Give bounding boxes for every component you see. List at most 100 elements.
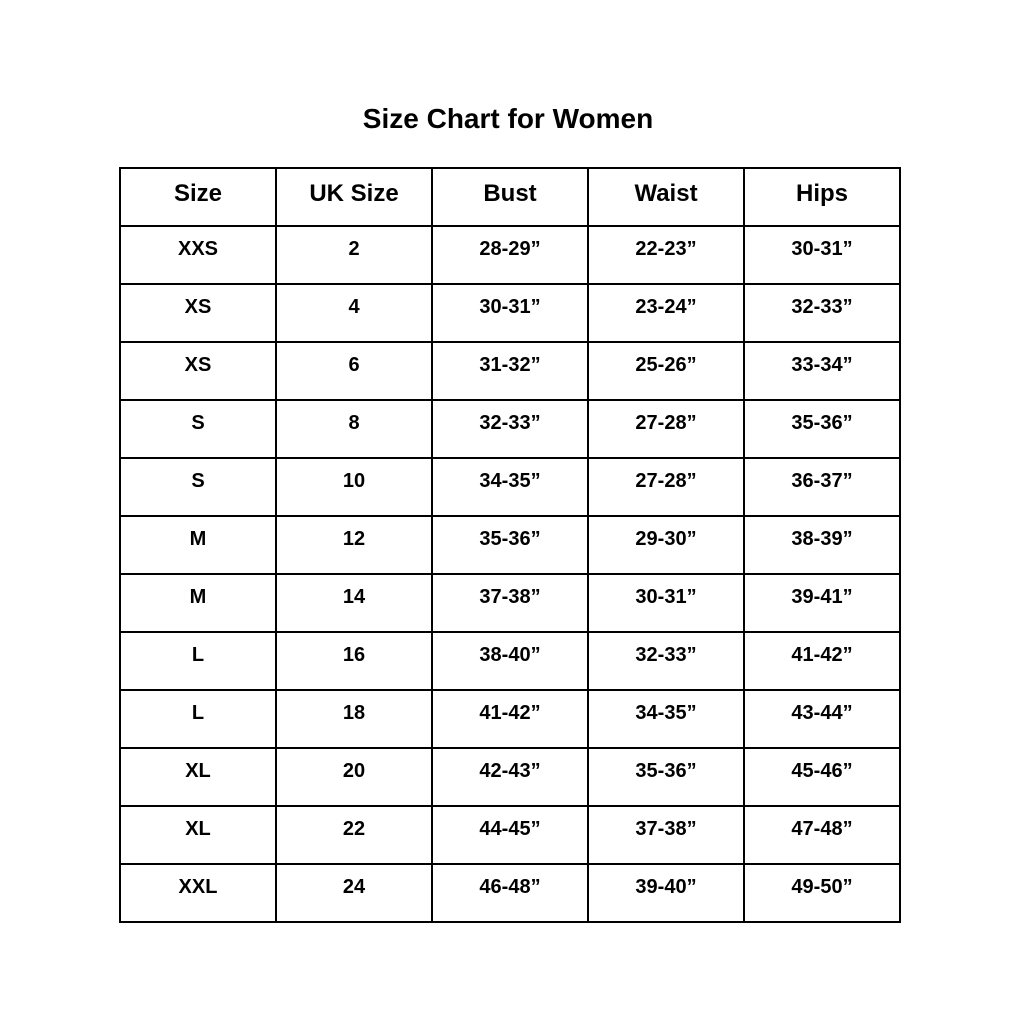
cell-value: 46-48” [479, 875, 541, 898]
cell-value: L [191, 701, 205, 724]
cell-hips: 43-44” [743, 689, 901, 749]
cell-value: 38-40” [479, 643, 541, 666]
cell-value: XS [184, 295, 212, 318]
cell-uk-size: 14 [275, 573, 433, 633]
cell-size: XXL [119, 863, 277, 923]
cell-value: 30-31” [635, 585, 697, 608]
cell-value: M [189, 585, 207, 608]
cell-uk-size: 2 [275, 225, 433, 285]
cell-value: 37-38” [479, 585, 541, 608]
cell-hips: 45-46” [743, 747, 901, 807]
cell-value: 34-35” [635, 701, 697, 724]
cell-hips: 33-34” [743, 341, 901, 401]
table-row: XXS 2 28-29” 22-23” 30-31” [119, 225, 901, 285]
cell-value: 39-41” [791, 585, 853, 608]
cell-value: 35-36” [479, 527, 541, 550]
cell-waist: 32-33” [587, 631, 745, 691]
cell-value: 33-34” [791, 353, 853, 376]
column-header-label: Waist [634, 180, 698, 207]
table-row: S 10 34-35” 27-28” 36-37” [119, 457, 901, 517]
cell-size: XL [119, 747, 277, 807]
cell-value: 49-50” [791, 875, 853, 898]
column-header-hips: Hips [743, 167, 901, 227]
cell-size: L [119, 631, 277, 691]
cell-value: 4 [348, 295, 360, 318]
cell-value: 39-40” [635, 875, 697, 898]
cell-hips: 39-41” [743, 573, 901, 633]
cell-value: 41-42” [479, 701, 541, 724]
cell-uk-size: 10 [275, 457, 433, 517]
size-chart-table: Size UK Size Bust Waist Hips XXS 2 28-29” 22-23… [119, 167, 901, 923]
cell-bust: 44-45” [431, 805, 589, 865]
table-header-row: Size UK Size Bust Waist Hips [119, 167, 901, 227]
table-row: XS 6 31-32” 25-26” 33-34” [119, 341, 901, 401]
cell-value: 47-48” [791, 817, 853, 840]
cell-value: 35-36” [635, 759, 697, 782]
cell-value: 44-45” [479, 817, 541, 840]
cell-value: 37-38” [635, 817, 697, 840]
cell-waist: 23-24” [587, 283, 745, 343]
cell-size: M [119, 515, 277, 575]
cell-bust: 46-48” [431, 863, 589, 923]
cell-hips: 32-33” [743, 283, 901, 343]
column-header-label: Bust [483, 180, 537, 207]
cell-value: XXS [177, 237, 219, 260]
cell-bust: 38-40” [431, 631, 589, 691]
cell-value: 27-28” [635, 469, 697, 492]
table-row: L 18 41-42” 34-35” 43-44” [119, 689, 901, 749]
cell-hips: 30-31” [743, 225, 901, 285]
cell-value: L [191, 643, 205, 666]
table-row: XS 4 30-31” 23-24” 32-33” [119, 283, 901, 343]
cell-value: 22-23” [635, 237, 697, 260]
cell-bust: 28-29” [431, 225, 589, 285]
column-header-label: Hips [795, 180, 848, 207]
cell-bust: 37-38” [431, 573, 589, 633]
cell-bust: 32-33” [431, 399, 589, 459]
cell-uk-size: 6 [275, 341, 433, 401]
cell-bust: 35-36” [431, 515, 589, 575]
cell-bust: 34-35” [431, 457, 589, 517]
column-header-waist: Waist [587, 167, 745, 227]
cell-bust: 31-32” [431, 341, 589, 401]
cell-value: 35-36” [791, 411, 853, 434]
column-header-size: Size [119, 167, 277, 227]
cell-value: 20 [342, 759, 366, 782]
cell-uk-size: 24 [275, 863, 433, 923]
cell-value: S [191, 411, 205, 434]
cell-size: L [119, 689, 277, 749]
cell-value: 23-24” [635, 295, 697, 318]
cell-value: M [189, 527, 207, 550]
cell-value: 2 [348, 237, 360, 260]
cell-size: XS [119, 341, 277, 401]
cell-value: 18 [342, 701, 366, 724]
cell-size: XXS [119, 225, 277, 285]
cell-waist: 29-30” [587, 515, 745, 575]
cell-value: XL [185, 817, 211, 840]
table-row: M 12 35-36” 29-30” 38-39” [119, 515, 901, 575]
table-row: XXL 24 46-48” 39-40” 49-50” [119, 863, 901, 923]
cell-hips: 41-42” [743, 631, 901, 691]
cell-size: XS [119, 283, 277, 343]
cell-value: 6 [348, 353, 360, 376]
cell-waist: 37-38” [587, 805, 745, 865]
cell-value: S [191, 469, 205, 492]
cell-value: 27-28” [635, 411, 697, 434]
cell-waist: 39-40” [587, 863, 745, 923]
cell-uk-size: 22 [275, 805, 433, 865]
column-header-uk-size: UK Size [275, 167, 433, 227]
cell-value: XS [184, 353, 212, 376]
cell-size: S [119, 399, 277, 459]
cell-value: 14 [342, 585, 366, 608]
cell-value: 25-26” [635, 353, 697, 376]
cell-value: 28-29” [479, 237, 541, 260]
cell-value: 24 [342, 875, 366, 898]
cell-value: 38-39” [791, 527, 853, 550]
cell-bust: 30-31” [431, 283, 589, 343]
cell-size: M [119, 573, 277, 633]
cell-uk-size: 18 [275, 689, 433, 749]
cell-value: 41-42” [791, 643, 853, 666]
cell-value: 36-37” [791, 469, 853, 492]
column-header-label: UK Size [309, 180, 399, 207]
table-row: M 14 37-38” 30-31” 39-41” [119, 573, 901, 633]
table-row: L 16 38-40” 32-33” 41-42” [119, 631, 901, 691]
